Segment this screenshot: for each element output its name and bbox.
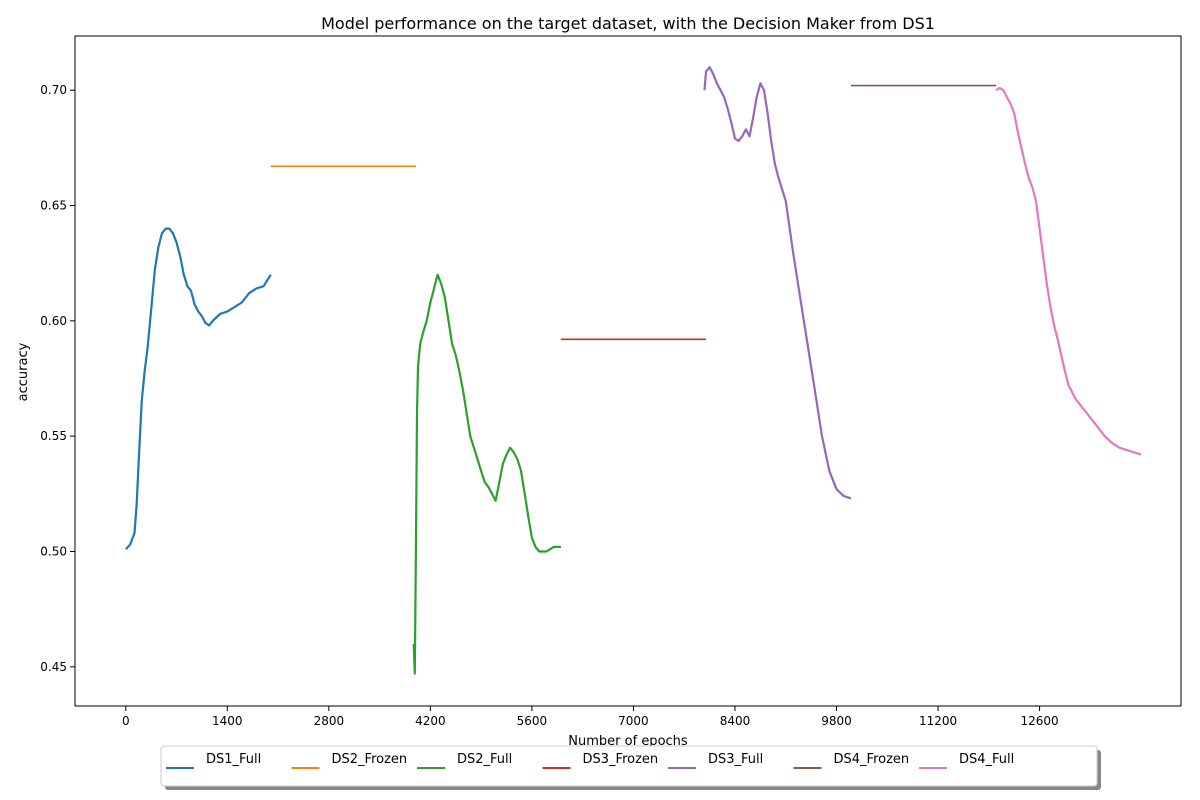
x-tick-label: 1400	[212, 714, 243, 728]
y-tick-label: 0.60	[40, 314, 67, 328]
plot-frame	[74, 35, 1182, 707]
legend: DS1_Full DS2_Frozen DS2_Full DS3_Frozen DS3_…	[160, 745, 1101, 790]
y-axis-title: accuracy	[16, 342, 31, 401]
y-tick-label: 0.45	[40, 660, 67, 674]
legend-label: DS4_Frozen	[834, 752, 910, 767]
series-line-ds1-full	[124, 227, 272, 550]
legend-items: DS1_Full DS2_Frozen DS2_Full DS3_Frozen DS3_…	[166, 752, 1014, 769]
legend-box	[160, 745, 1098, 787]
y-tick-label: 0.70	[40, 83, 67, 97]
series-line-ds3-full	[703, 65, 852, 500]
plot-area	[74, 35, 1182, 707]
x-axis-title: Number of epochs	[568, 734, 688, 749]
legend-label: DS3_Full	[708, 752, 763, 767]
legend-label: DS2_Frozen	[332, 752, 408, 767]
x-tick-label: 4200	[415, 714, 446, 728]
x-tick-label: 2800	[314, 714, 345, 728]
x-tick-label: 0	[122, 714, 130, 728]
x-tick-label: 8400	[720, 714, 751, 728]
x-tick-label: 11200	[919, 714, 957, 728]
y-tick-label: 0.50	[40, 544, 67, 558]
chart-title: Model performance on the target dataset,…	[321, 14, 935, 33]
series-line-ds4-full	[995, 86, 1142, 456]
x-tick-label: 7000	[618, 714, 649, 728]
legend-label: DS3_Frozen	[583, 752, 659, 767]
x-axis: 0 1400 2800 4200 5600 7000 8400 9800 11200 12600	[122, 706, 1059, 728]
y-axis: 0.45 0.50 0.55 0.60 0.65 0.70	[40, 83, 75, 674]
series-group	[124, 65, 1142, 675]
series-line-ds2-full	[412, 273, 561, 675]
legend-label: DS2_Full	[457, 752, 512, 767]
legend-label: DS4_Full	[959, 752, 1014, 767]
x-tick-label: 5600	[517, 714, 548, 728]
x-tick-label: 9800	[821, 714, 852, 728]
y-tick-label: 0.55	[40, 429, 67, 443]
legend-label: DS1_Full	[206, 752, 261, 767]
x-tick-label: 12600	[1020, 714, 1058, 728]
y-tick-label: 0.65	[40, 199, 67, 213]
